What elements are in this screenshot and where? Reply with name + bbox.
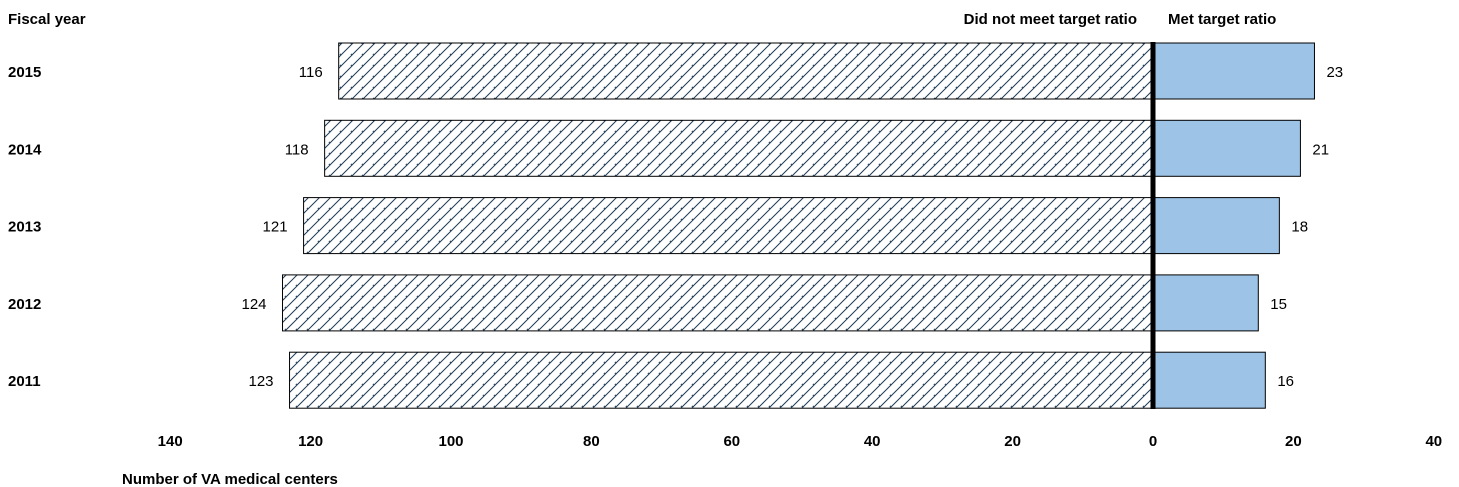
- bar-did-not-meet-2011: [289, 351, 1154, 409]
- legend-did-not-meet: Did not meet target ratio: [964, 11, 1137, 28]
- bar-did-not-meet-2012: [282, 274, 1154, 332]
- x-tick-label: 120: [298, 433, 323, 450]
- x-axis-title: Number of VA medical centers: [122, 471, 338, 487]
- legend-met: Met target ratio: [1168, 11, 1276, 28]
- x-tick-label: 20: [1285, 433, 1302, 450]
- x-tick-label: 20: [1004, 433, 1021, 450]
- x-tick-label: 100: [438, 433, 463, 450]
- data-label-met-2015: 23: [1326, 64, 1343, 81]
- bar-met-2015: [1152, 42, 1315, 100]
- bar-met-2013: [1152, 197, 1280, 255]
- data-label-did-not-meet-2011: 123: [249, 373, 274, 390]
- bar-met-2011: [1152, 351, 1266, 409]
- category-label-2012: 2012: [8, 296, 41, 313]
- bar-met-2014: [1152, 119, 1301, 177]
- data-label-met-2012: 15: [1270, 296, 1287, 313]
- category-label-2014: 2014: [8, 141, 42, 158]
- x-axis-ticks: 140 120 100 80 60 40 20 0 20 40: [158, 433, 1442, 450]
- category-label-2015: 2015: [8, 64, 41, 81]
- bar-did-not-meet-2015: [338, 42, 1154, 100]
- category-label-2011: 2011: [8, 373, 41, 390]
- data-label-met-2014: 21: [1312, 141, 1329, 158]
- x-tick-label: 60: [723, 433, 740, 450]
- bar-did-not-meet-2014: [324, 119, 1154, 177]
- y-axis-title: Fiscal year: [8, 11, 86, 28]
- data-label-did-not-meet-2015: 116: [299, 64, 323, 81]
- bar-did-not-meet-2013: [303, 197, 1154, 255]
- data-label-did-not-meet-2014: 118: [285, 141, 309, 158]
- data-label-did-not-meet-2012: 124: [241, 296, 266, 313]
- data-label-met-2013: 18: [1291, 219, 1308, 236]
- data-label-met-2011: 16: [1277, 373, 1294, 390]
- x-tick-label: 80: [583, 433, 600, 450]
- bars-group: 2015 116 23 2014 118 21 2013 121 18 2012 124 15 2011…: [8, 42, 1343, 409]
- data-label-did-not-meet-2013: 121: [263, 219, 288, 236]
- x-tick-label: 40: [1425, 433, 1442, 450]
- category-label-2013: 2013: [8, 219, 41, 236]
- x-tick-label: 140: [158, 433, 183, 450]
- bar-met-2012: [1152, 274, 1259, 332]
- x-tick-label: 40: [864, 433, 881, 450]
- x-tick-label: 0: [1149, 433, 1157, 450]
